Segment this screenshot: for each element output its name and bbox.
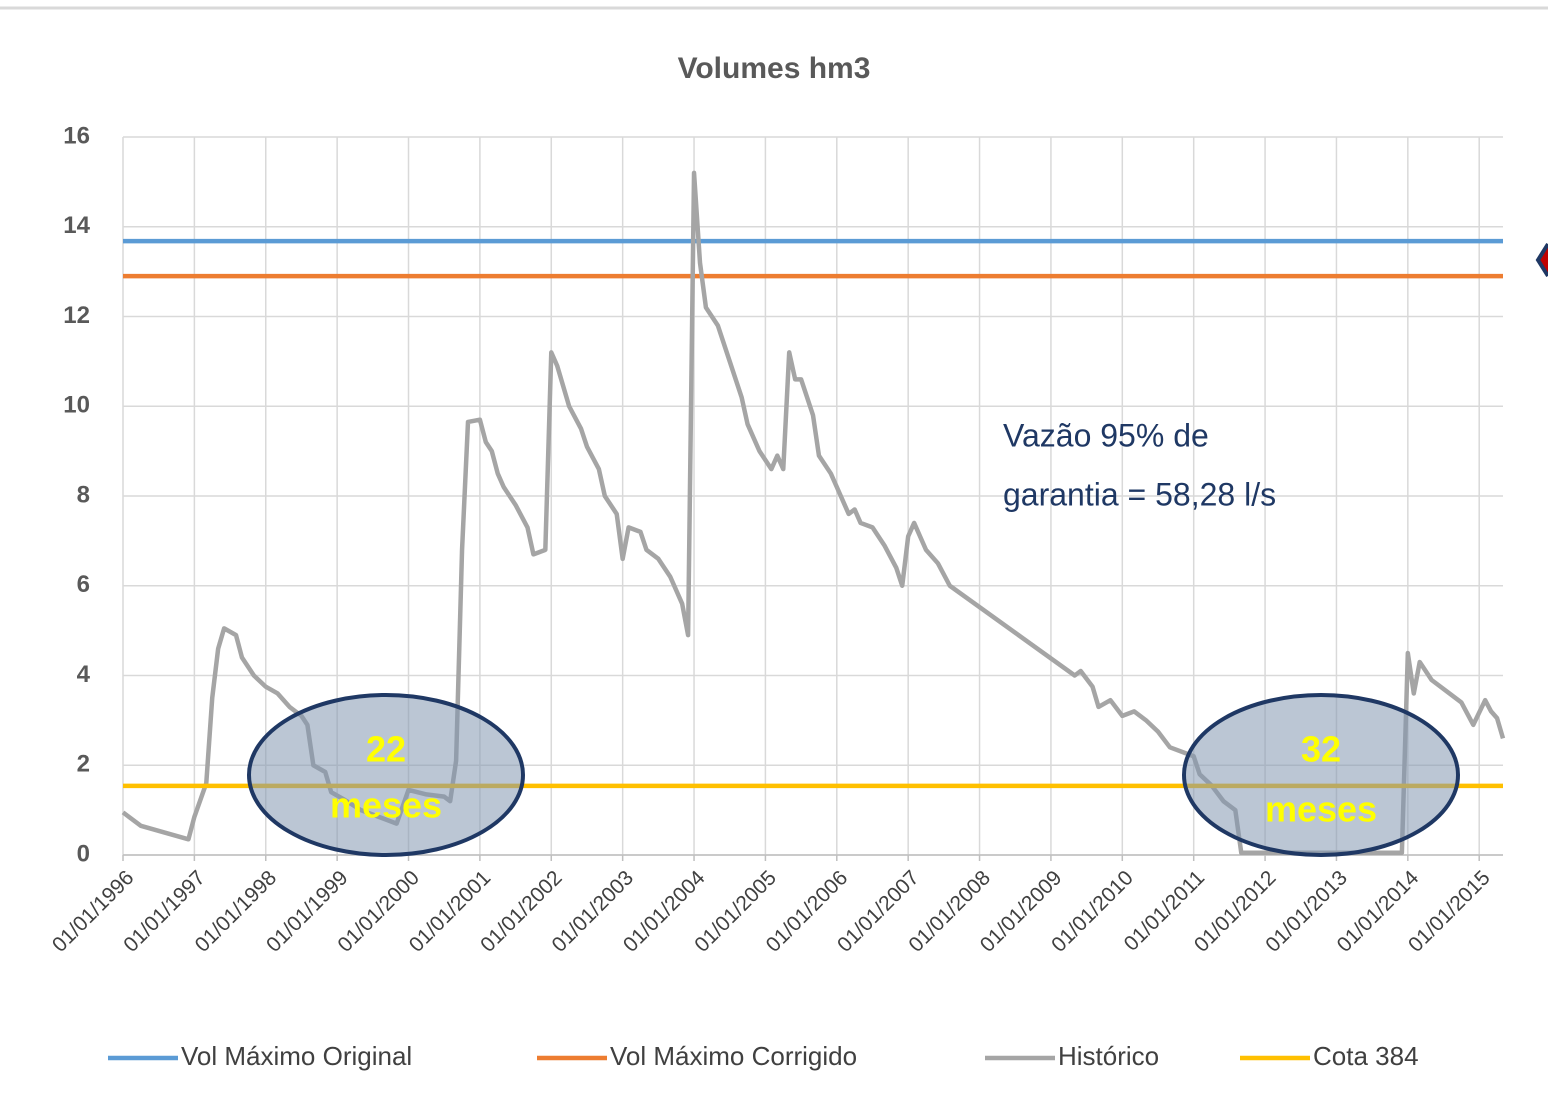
highlight-ellipse xyxy=(247,693,525,857)
y-tick-label: 12 xyxy=(63,302,90,329)
y-tick-label: 8 xyxy=(77,481,90,508)
y-tick-label: 10 xyxy=(63,392,90,419)
arrow-shape xyxy=(1535,242,1548,278)
y-tick-label: 2 xyxy=(77,751,90,778)
y-tick-label: 14 xyxy=(63,212,90,239)
highlight-ellipse xyxy=(1182,693,1460,857)
y-tick-label: 0 xyxy=(77,840,90,867)
legend-label: Histórico xyxy=(1058,1041,1159,1071)
annotation-text: 32 xyxy=(1301,729,1341,770)
y-tick-label: 4 xyxy=(77,661,91,688)
chart-title: Volumes hm3 xyxy=(678,52,871,85)
legend-label: Vol Máximo Corrigido xyxy=(610,1041,857,1071)
annotation-text: meses xyxy=(330,785,442,826)
y-tick-label: 16 xyxy=(63,122,90,149)
annotation-text: meses xyxy=(1265,789,1377,830)
legend-label: Vol Máximo Original xyxy=(181,1041,412,1071)
annotation-text: Vazão 95% de xyxy=(1003,417,1209,453)
legend-label: Cota 384 xyxy=(1313,1041,1419,1071)
y-tick-label: 6 xyxy=(77,571,90,598)
annotation-text: garantia = 58,28 l/s xyxy=(1003,476,1276,512)
annotation-text: 22 xyxy=(366,729,406,770)
